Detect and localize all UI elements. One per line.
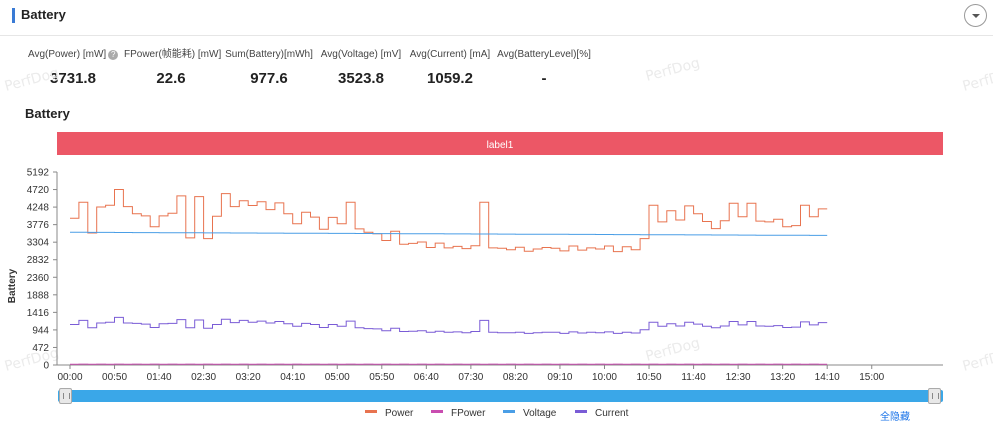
stat-label: Avg(Power) [mW] [28,49,107,60]
x-tick-label: 05:50 [369,372,394,383]
panel-header: Battery [0,0,993,36]
x-tick-label: 04:10 [280,372,305,383]
legend-item-power[interactable]: Power [365,408,413,419]
slider-handle-right[interactable] [928,388,941,404]
x-tick-label: 07:30 [458,372,483,383]
legend-item-voltage[interactable]: Voltage [503,408,556,419]
stat-value: 1059.2 [427,70,473,87]
x-tick-label: 05:00 [325,372,350,383]
stat-avg-voltage: Avg(Voltage) [mV] 3523.8 [318,48,404,87]
y-tick-label: 2832 [27,255,50,266]
time-range-slider[interactable] [58,390,943,402]
stat-value: 3523.8 [338,70,384,87]
stat-value: 977.6 [250,70,288,87]
y-tick-label: 5192 [27,168,50,179]
x-tick-label: 13:20 [770,372,795,383]
legend-label: Power [385,408,414,419]
x-tick-label: 11:40 [681,372,706,383]
hide-all-button[interactable]: 全隐藏 [880,412,910,423]
label-band[interactable] [57,132,943,155]
x-tick-label: 02:30 [191,372,216,383]
stat-value: 22.6 [156,70,186,87]
y-axis-label: Battery [7,268,18,303]
y-tick-label: 4720 [27,185,50,196]
series-lines [70,189,828,365]
x-tick-label: 10:00 [592,372,617,383]
y-ticks: 0 472 944 1416 1888 2360 2832 3304 3776 4248 4720 5… [27,168,57,372]
stat-label: Avg(BatteryLevel)[%] [497,49,591,60]
panel-title: Battery [21,7,66,22]
x-tick-label: 03:20 [236,372,261,383]
series-line-power [70,189,828,253]
legend-swatch [431,410,443,413]
x-tick-label: 12:30 [726,372,751,383]
x-tick-label: 08:20 [503,372,528,383]
y-tick-label: 944 [32,325,49,336]
legend-swatch [365,410,377,413]
legend-swatch [575,410,587,413]
x-tick-label: 06:40 [414,372,439,383]
series-line-current [70,316,828,334]
x-tick-label: 00:00 [57,372,82,383]
stat-sum-battery: Sum(Battery)[mWh] 977.6 [224,48,314,87]
label-band-text: label1 [487,140,514,151]
stat-label: FPower(帧能耗) [mW] [124,49,222,60]
x-tick-label: 09:10 [547,372,572,383]
stat-value: 3731.8 [50,70,96,87]
stat-label: Sum(Battery)[mWh] [225,49,313,60]
x-tick-label: 15:00 [859,372,884,383]
legend-item-fpower[interactable]: FPower [431,408,485,419]
stat-label: Avg(Voltage) [mV] [320,49,402,60]
legend-label: FPower [451,408,486,419]
collapse-button[interactable] [964,4,987,27]
chart-title: Battery [25,106,70,121]
stat-fpower: FPower(帧能耗) [mW] 22.6 [124,48,222,87]
legend-label: Voltage [523,408,557,419]
stat-avg-current: Avg(Current) [mA] 1059.2 [408,48,492,87]
y-tick-label: 472 [32,343,49,354]
y-tick-label: 2360 [27,273,50,284]
help-icon[interactable]: ? [108,50,119,60]
legend-swatch [503,410,515,413]
stat-label: Avg(Current) [mA] [409,49,491,60]
x-tick-label: 00:50 [102,372,127,383]
battery-chart: label1 Battery 0 472 944 1416 1888 2360 2832 33… [7,132,943,383]
x-tick-label: 01:40 [147,372,172,383]
stat-value: - [541,70,547,87]
legend-label: Current [595,408,629,419]
y-tick-label: 3776 [27,220,50,231]
stat-avg-battery-level: Avg(BatteryLevel)[%] - [496,48,592,87]
x-ticks: 00:00 00:50 01:40 02:30 03:20 04:10 05:00 05:50… [57,365,885,383]
y-tick-label: 0 [43,361,49,372]
header-accent-bar [12,8,15,23]
slider-handle-left[interactable] [59,388,72,404]
series-line-voltage [70,231,828,236]
y-tick-label: 4248 [27,203,50,214]
chevron-down-icon [972,14,980,18]
stat-avg-power: Avg(Power) [mW]? 3731.8 [28,48,119,87]
y-tick-label: 1416 [27,308,50,319]
chart-legend: Power FPower Voltage Current [0,408,993,422]
y-tick-label: 3304 [27,238,50,249]
legend-item-current[interactable]: Current [575,408,628,419]
x-tick-label: 10:50 [637,372,662,383]
x-tick-label: 14:10 [815,372,840,383]
stats-summary: Avg(Power) [mW]? 3731.8 FPower(帧能耗) [mW]… [0,48,993,92]
y-tick-label: 1888 [27,290,50,301]
